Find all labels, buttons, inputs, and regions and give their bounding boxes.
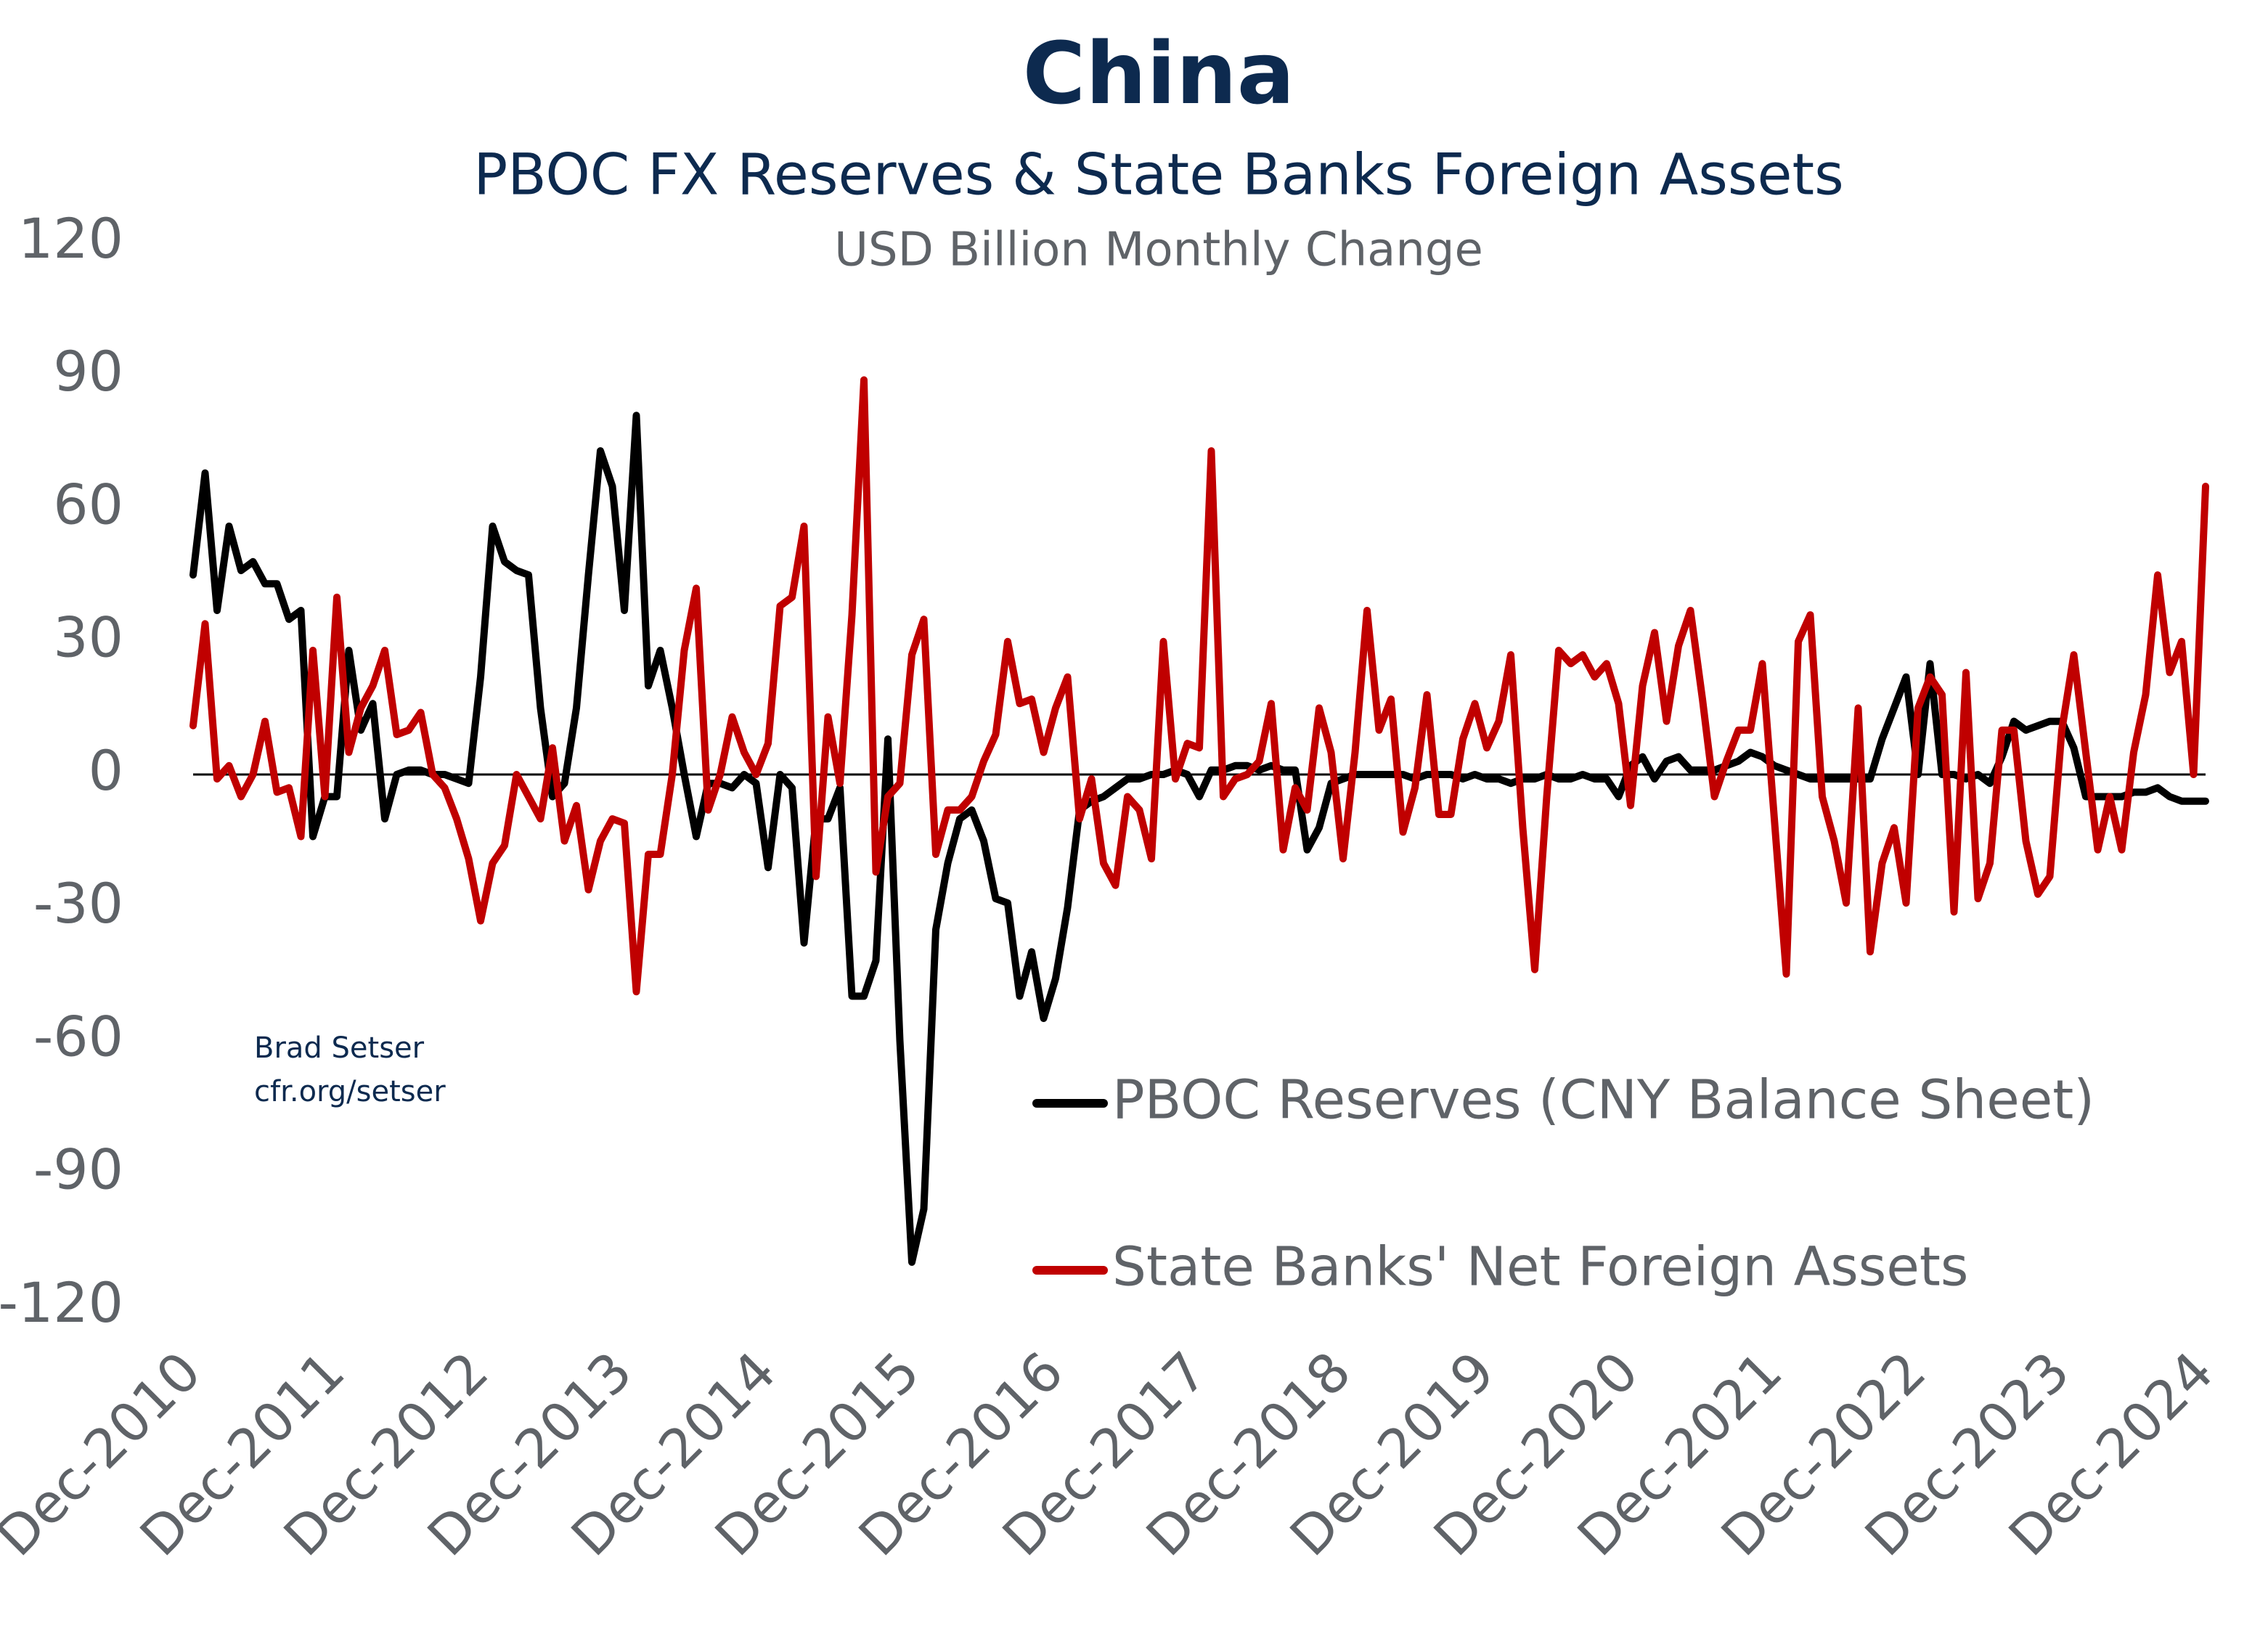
y-tick-label: -60 [33, 1004, 123, 1068]
chart-subtitle: PBOC FX Reserves & State Banks Foreign A… [473, 142, 1844, 208]
legend-label: PBOC Reserves (CNY Balance Sheet) [1112, 1069, 2094, 1132]
y-tick-label: 120 [18, 206, 123, 271]
legend-label: State Banks' Net Foreign Assets [1112, 1236, 1968, 1299]
series-line [189, 412, 2209, 1266]
series-line [189, 376, 2209, 996]
chart-title: China [1023, 23, 1295, 123]
y-tick-label: 30 [53, 605, 123, 670]
y-tick-label: -120 [0, 1270, 123, 1335]
y-tick-label: -30 [33, 871, 123, 936]
y-tick-label: 0 [89, 738, 123, 803]
y-tick-label: 60 [53, 472, 123, 536]
y-tick-label: 90 [53, 339, 123, 404]
annotation: cfr.org/setser [254, 1075, 446, 1108]
y-tick-label: -90 [33, 1137, 123, 1202]
y-axis-title: USD Billion Monthly Change [834, 224, 1483, 277]
annotation: Brad Setser [254, 1031, 425, 1065]
